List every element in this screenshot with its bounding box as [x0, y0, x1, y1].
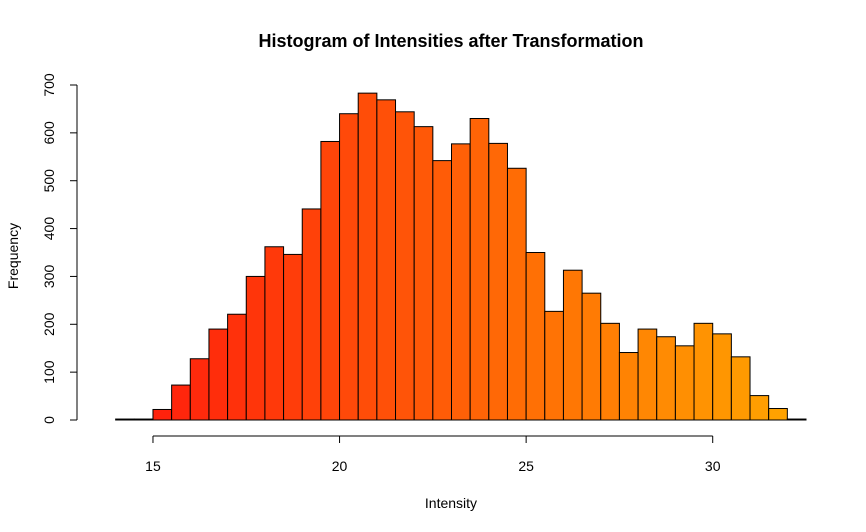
y-tick-label: 400 [41, 217, 57, 241]
histogram-bar [432, 160, 452, 421]
x-axis-label: Intensity [425, 495, 477, 511]
histogram-bar [357, 92, 378, 421]
histogram-bar [488, 142, 508, 421]
histogram-bar [320, 140, 341, 421]
histogram-bar [171, 384, 191, 421]
histogram-bar [283, 253, 303, 421]
histogram-bar [525, 252, 546, 421]
chart-title: Histogram of Intensities after Transform… [258, 31, 643, 51]
histogram-bar [544, 310, 564, 421]
histogram-bar [413, 126, 434, 421]
histogram-bar [469, 118, 490, 421]
histogram-bar [768, 408, 788, 421]
x-tick-label: 30 [705, 458, 721, 474]
x-axis: 15 20 25 30 [145, 435, 721, 474]
histogram-bar [600, 322, 620, 421]
histogram-bar [395, 111, 415, 421]
y-axis: 0 100 200 300 400 500 600 700 [41, 73, 78, 424]
histogram-bar [656, 336, 676, 421]
histogram-bar [674, 345, 695, 421]
x-tick-label: 25 [518, 458, 534, 474]
histogram-bar [506, 167, 527, 421]
bars-group [115, 92, 807, 421]
y-tick-label: 100 [41, 360, 57, 384]
histogram-bar [581, 292, 602, 421]
y-tick-label: 300 [41, 265, 57, 289]
y-axis-label: Frequency [5, 223, 21, 289]
histogram-bar [189, 358, 210, 421]
histogram-bar [208, 328, 229, 421]
histogram-bar [562, 269, 583, 421]
x-tick-label: 20 [332, 458, 348, 474]
histogram-bar [227, 313, 247, 421]
histogram-bar [301, 208, 322, 421]
y-tick-label: 500 [41, 169, 57, 193]
histogram-bar [637, 328, 658, 421]
x-tick-label: 15 [145, 458, 161, 474]
histogram-bar [152, 408, 173, 421]
y-tick-label: 200 [41, 312, 57, 336]
histogram-bar [693, 322, 714, 421]
histogram-bar [264, 246, 285, 421]
histogram-bar [339, 113, 359, 421]
histogram-bar [451, 143, 471, 421]
y-tick-label: 700 [41, 73, 57, 97]
histogram-bar [245, 275, 266, 421]
histogram-bar [730, 356, 751, 421]
histogram-bar [618, 352, 639, 421]
histogram-bar [376, 99, 397, 421]
histogram-bar [749, 395, 770, 421]
y-tick-label: 600 [41, 121, 57, 145]
y-tick-label: 0 [41, 416, 57, 424]
histogram-bar [712, 333, 732, 421]
